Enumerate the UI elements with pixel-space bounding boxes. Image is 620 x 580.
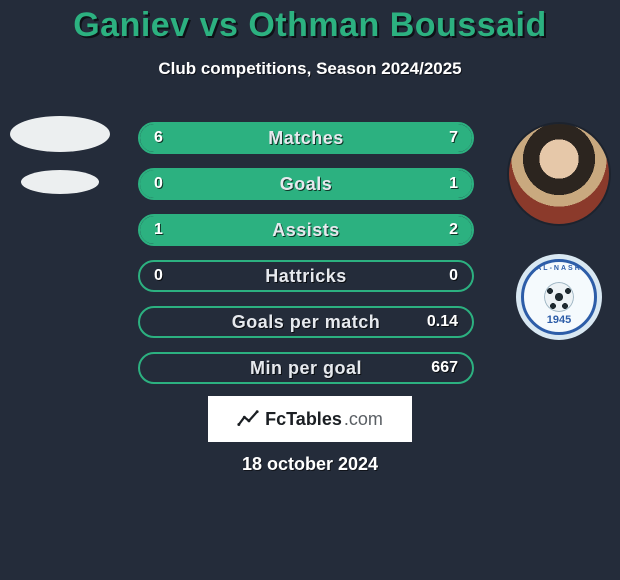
- snapshot-date: 18 october 2024: [0, 454, 620, 475]
- branding-suffix: .com: [344, 409, 383, 430]
- player1-avatar-placeholder: [10, 116, 110, 152]
- stat-value-right: 2: [449, 216, 458, 244]
- right-player-column: AL-NASR 1945: [504, 124, 614, 340]
- stat-value-left: 6: [154, 124, 163, 152]
- branding-name: FcTables: [265, 409, 342, 430]
- stat-value-left: 1: [154, 216, 163, 244]
- player1-club-placeholder: [21, 170, 99, 194]
- stat-value-right: 1: [449, 170, 458, 198]
- stat-bar: Min per goal667: [138, 352, 474, 384]
- left-player-column: [10, 116, 110, 194]
- branding-badge: FcTables.com: [208, 396, 412, 442]
- stat-bar: Hattricks0 0: [138, 260, 474, 292]
- stat-label: Goals: [140, 170, 472, 198]
- stat-value-right: 0.14: [427, 308, 458, 336]
- stat-bars-container: Matches67Goals01Assists12Hattricks00Goal…: [138, 122, 474, 384]
- club-logo-year: 1945: [547, 314, 571, 326]
- player2-club-logo: AL-NASR 1945: [516, 254, 602, 340]
- chart-icon: [237, 408, 259, 430]
- stat-bar: Matches6 7: [138, 122, 474, 154]
- stat-value-right: 7: [449, 124, 458, 152]
- stat-label: Goals per match: [140, 308, 472, 336]
- stat-bar: Goals0 1: [138, 168, 474, 200]
- stat-bar: Assists1 2: [138, 214, 474, 246]
- stat-label: Assists: [140, 216, 472, 244]
- stat-bar: Goals per match0.14: [138, 306, 474, 338]
- stat-label: Matches: [140, 124, 472, 152]
- player2-avatar: [509, 124, 609, 224]
- club-logo-arc-text: AL-NASR: [536, 265, 582, 272]
- soccer-ball-icon: [544, 282, 574, 312]
- stat-value-left: 0: [154, 170, 163, 198]
- comparison-subtitle: Club competitions, Season 2024/2025: [0, 59, 620, 79]
- comparison-title: Ganiev vs Othman Boussaid: [0, 0, 620, 45]
- stat-value-right: 0: [449, 262, 458, 290]
- stat-label: Hattricks: [140, 262, 472, 290]
- stat-label: Min per goal: [140, 354, 472, 382]
- stat-value-right: 667: [431, 354, 458, 382]
- stat-value-left: 0: [154, 262, 163, 290]
